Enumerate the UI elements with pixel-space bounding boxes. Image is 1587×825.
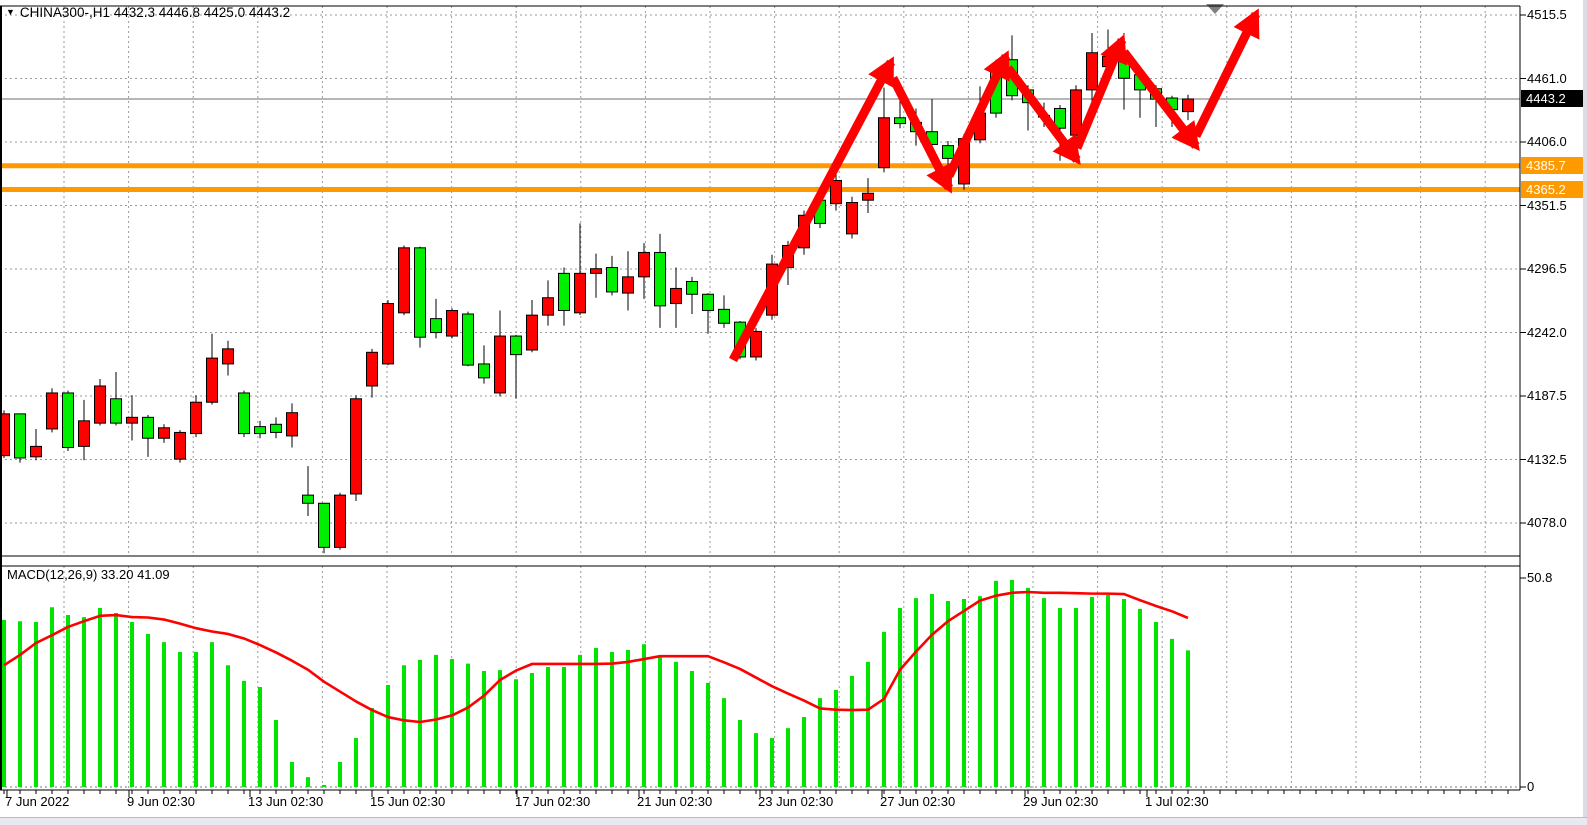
candlestick <box>318 502 330 548</box>
price-axis-label: 4406.0 <box>1527 134 1567 149</box>
price-axis-label: 4515.5 <box>1527 7 1567 22</box>
price-axis-label: 4187.5 <box>1527 388 1567 403</box>
current-price-tag: 4443.2 <box>1521 90 1583 108</box>
price-axis-label: 4296.5 <box>1527 261 1567 276</box>
candlestick <box>14 413 26 459</box>
candlestick <box>846 202 858 235</box>
trend-arrow-segment[interactable] <box>1072 34 1127 150</box>
candlestick <box>78 420 90 447</box>
candlestick <box>446 310 458 337</box>
candlestick <box>510 335 522 356</box>
candlestick <box>302 494 314 504</box>
trend-arrow-segment[interactable] <box>1004 65 1081 166</box>
candlestick <box>62 392 74 449</box>
candlestick <box>222 348 234 365</box>
candlestick <box>0 413 10 457</box>
candlestick <box>654 251 666 307</box>
time-axis-label: 7 Jun 2022 <box>5 794 70 809</box>
candlestick <box>1054 107 1066 129</box>
candlestick <box>350 398 362 495</box>
candlestick <box>702 293 714 312</box>
candlestick <box>382 303 394 365</box>
candlestick <box>334 494 346 548</box>
candlestick <box>286 412 298 437</box>
time-axis-label: 15 Jun 02:30 <box>370 794 446 809</box>
candlestick <box>558 272 570 312</box>
candlestick <box>174 431 186 460</box>
price-axis-label: 4132.5 <box>1527 451 1567 467</box>
candlestick <box>862 192 874 201</box>
candlestick <box>622 276 634 294</box>
candlestick <box>142 416 154 439</box>
time-axis-label: 1 Jul 02:30 <box>1145 794 1209 809</box>
candlestick <box>830 179 842 205</box>
candlestick <box>718 308 730 324</box>
candlestick <box>126 416 138 424</box>
candlestick <box>574 272 586 314</box>
candlestick <box>894 117 906 125</box>
candlestick <box>670 287 682 305</box>
candlestick <box>606 267 618 293</box>
candlestick <box>206 357 218 403</box>
time-axis-label: 9 Jun 02:30 <box>127 794 195 809</box>
macd-scale-min: 0 <box>1527 779 1535 794</box>
price-axis-label: 4242.0 <box>1527 324 1567 340</box>
price-axis-label: 4078.0 <box>1527 515 1567 530</box>
candlestick <box>110 398 122 424</box>
candlestick <box>94 385 106 424</box>
macd-signal-line <box>3 590 1189 724</box>
candlestick <box>1086 52 1098 91</box>
macd-scale-max: 50.8 <box>1527 570 1553 585</box>
time-axis-label: 27 Jun 02:30 <box>880 794 956 809</box>
time-axis-label: 29 Jun 02:30 <box>1023 794 1099 809</box>
candlestick <box>462 313 474 366</box>
candlestick <box>942 145 954 159</box>
candlestick <box>686 280 698 295</box>
trend-arrow-segment[interactable] <box>888 75 954 194</box>
status-strip <box>0 817 1587 825</box>
trend-arrow-segment[interactable] <box>729 56 895 363</box>
candlestick <box>190 401 202 435</box>
candlestick <box>366 351 378 387</box>
trend-arrow-segment[interactable] <box>1120 49 1200 152</box>
candlestick <box>750 330 762 358</box>
candlestick <box>1182 98 1194 113</box>
candlestick <box>158 427 170 439</box>
candlestick <box>638 251 650 278</box>
candlestick <box>254 426 266 435</box>
candlestick <box>430 318 442 334</box>
candlestick <box>494 335 506 394</box>
candlestick <box>542 297 554 316</box>
candlestick <box>238 392 250 435</box>
time-axis-label: 21 Jun 02:30 <box>637 794 713 809</box>
candlestick <box>478 363 490 379</box>
trend-arrow-segment[interactable] <box>1191 8 1261 138</box>
symbol-dropdown-icon[interactable]: ▼ <box>6 7 15 17</box>
candlestick <box>878 117 890 169</box>
candlestick <box>398 247 410 314</box>
candlestick <box>414 247 426 338</box>
candlestick <box>526 314 538 351</box>
candlestick <box>270 423 282 433</box>
macd-indicator-label: MACD(12,26,9) 33.20 41.09 <box>7 567 170 582</box>
candlestick <box>1070 89 1082 136</box>
price-axis-label: 4461.0 <box>1527 70 1567 86</box>
window-right-edge <box>1583 0 1587 825</box>
price-axis-label: 4351.5 <box>1527 197 1567 213</box>
time-axis-label: 23 Jun 02:30 <box>758 794 834 809</box>
time-axis-label: 13 Jun 02:30 <box>248 794 324 809</box>
candlestick <box>46 392 58 430</box>
trend-arrow-segment[interactable] <box>944 50 1011 178</box>
time-axis-label: 17 Jun 02:30 <box>515 794 591 809</box>
support-level-tag: 4365.2 <box>1521 181 1583 199</box>
candlestick <box>590 268 602 274</box>
symbol-ohlc-text: CHINA300-,H1 4432.3 4446.8 4425.0 4443.2 <box>19 5 291 20</box>
resistance-level-tag: 4385.7 <box>1521 157 1583 175</box>
chart-title: ▼ CHINA300-,H1 4432.3 4446.8 4425.0 4443.… <box>6 5 290 20</box>
candlestick <box>30 445 42 458</box>
